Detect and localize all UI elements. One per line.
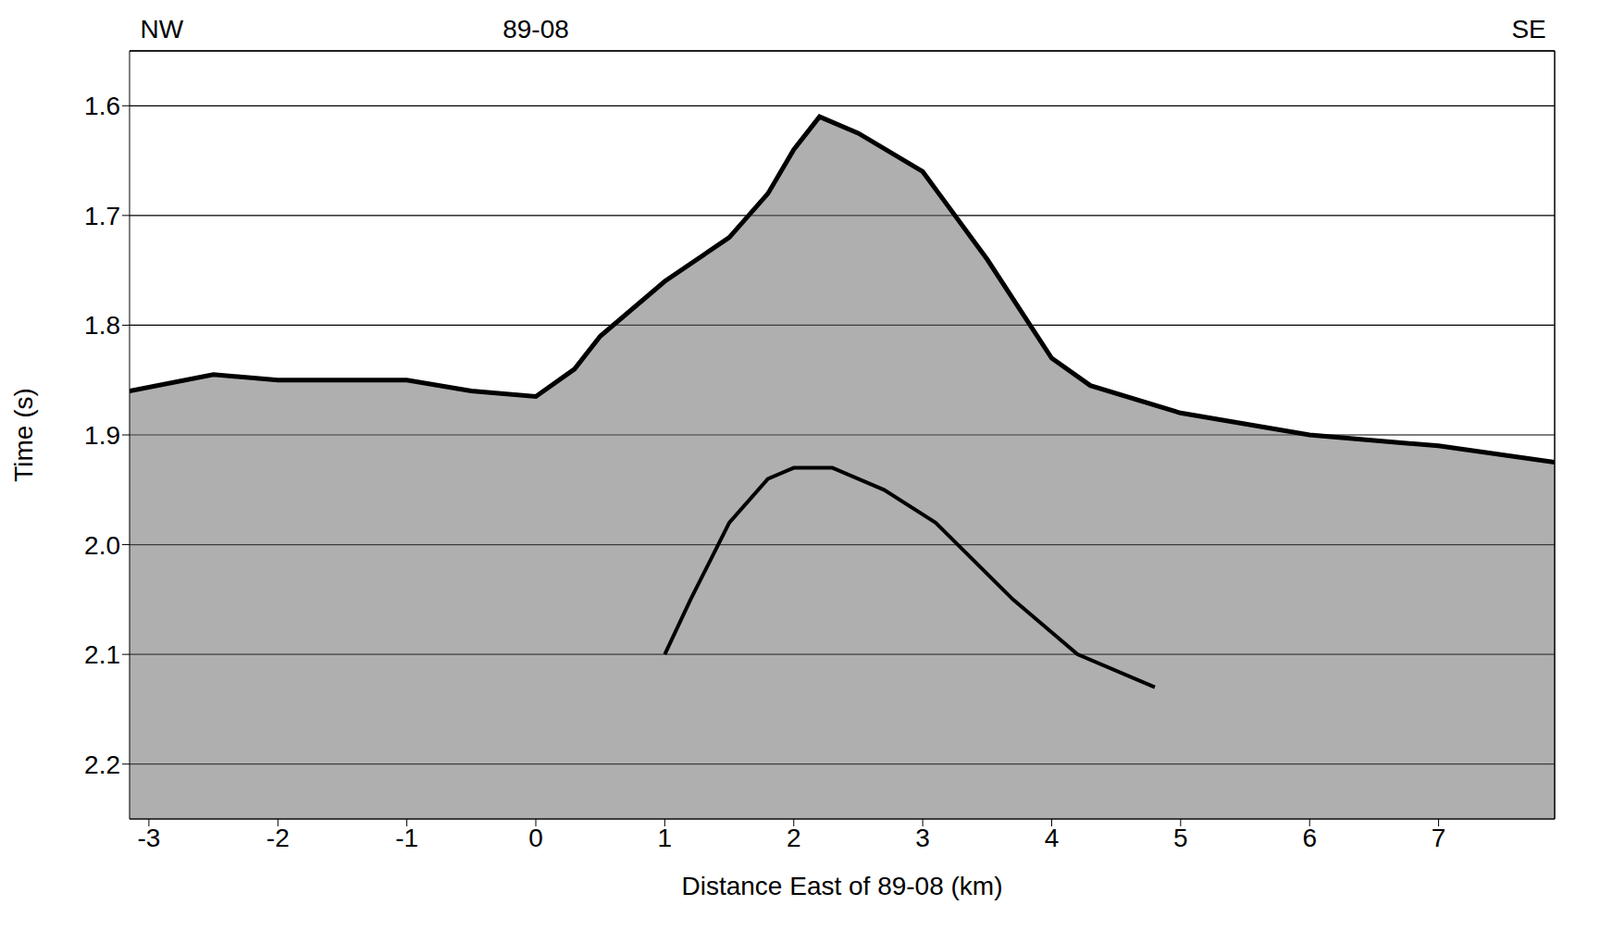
svg-text:4: 4 xyxy=(1044,823,1060,853)
svg-text:0: 0 xyxy=(528,823,544,853)
svg-text:NW: NW xyxy=(140,14,185,44)
svg-text:7: 7 xyxy=(1431,823,1447,853)
svg-text:1.7: 1.7 xyxy=(84,201,121,231)
svg-text:2.1: 2.1 xyxy=(84,640,121,670)
svg-text:3: 3 xyxy=(915,823,931,853)
svg-text:2.0: 2.0 xyxy=(84,531,121,560)
svg-text:-3: -3 xyxy=(136,823,161,853)
svg-text:1: 1 xyxy=(657,823,673,853)
svg-text:1.9: 1.9 xyxy=(84,421,121,450)
svg-text:89-08: 89-08 xyxy=(502,14,570,44)
svg-text:5: 5 xyxy=(1173,823,1189,853)
svg-text:1.6: 1.6 xyxy=(84,91,121,121)
svg-text:Time (s): Time (s) xyxy=(9,387,38,483)
svg-text:6: 6 xyxy=(1302,823,1317,853)
svg-text:-2: -2 xyxy=(266,823,290,853)
svg-text:2: 2 xyxy=(786,823,802,853)
svg-text:-1: -1 xyxy=(395,823,419,853)
svg-text:SE: SE xyxy=(1511,14,1546,44)
svg-text:1.8: 1.8 xyxy=(84,310,121,340)
svg-text:2.2: 2.2 xyxy=(84,750,121,780)
svg-text:Distance East of 89-08 (km): Distance East of 89-08 (km) xyxy=(681,871,1003,901)
